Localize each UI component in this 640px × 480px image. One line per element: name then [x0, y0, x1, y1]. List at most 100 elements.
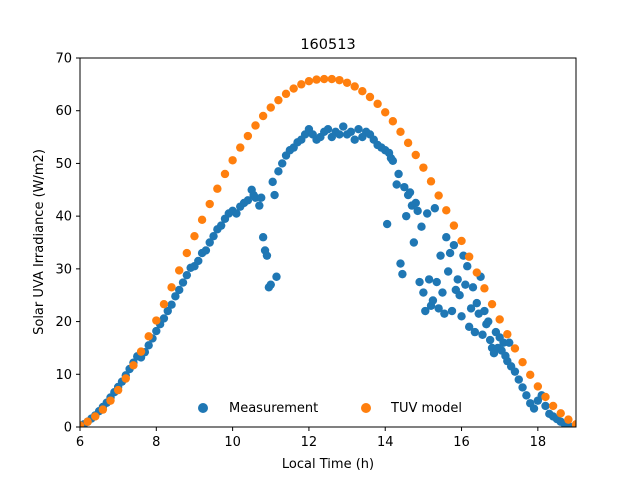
data-point: [449, 221, 459, 230]
data-point: [388, 117, 398, 126]
data-point: [396, 127, 405, 136]
data-point: [136, 347, 146, 356]
data-point: [323, 124, 333, 134]
data-point: [417, 222, 426, 231]
y-axis: 0 10 20 30 40 50 60 70: [55, 52, 80, 436]
data-point: [470, 327, 480, 337]
data-point: [571, 420, 576, 427]
data-point: [159, 314, 169, 323]
data-point: [503, 330, 512, 339]
data-point: [457, 312, 466, 321]
data-point: [405, 188, 415, 197]
data-point: [178, 278, 188, 287]
data-point: [426, 177, 436, 186]
data-point: [243, 131, 253, 141]
data-point: [171, 292, 180, 301]
x-tick-label: 16: [453, 435, 470, 450]
y-tick-label: 70: [55, 52, 72, 67]
data-point: [213, 184, 222, 193]
data-point: [436, 251, 445, 260]
y-tick-label: 30: [55, 262, 72, 277]
data-point: [447, 306, 457, 316]
x-tick-label: 6: [76, 435, 84, 450]
data-point: [258, 233, 268, 242]
data-point: [453, 275, 462, 284]
data-point: [262, 251, 272, 260]
data-point: [266, 280, 275, 289]
data-point: [434, 191, 443, 200]
data-point: [144, 341, 153, 350]
data-point: [152, 326, 161, 336]
data-point: [442, 206, 451, 215]
data-point: [463, 262, 472, 271]
data-point: [335, 130, 344, 139]
data-point: [464, 322, 474, 332]
data-point: [194, 256, 203, 266]
plot-area: [80, 74, 576, 427]
data-point: [304, 76, 314, 86]
data-point: [510, 344, 520, 353]
data-point: [394, 169, 403, 179]
y-tick-label: 40: [55, 210, 72, 225]
data-point: [201, 246, 211, 255]
y-tick-label: 20: [55, 315, 72, 330]
data-point: [289, 84, 298, 93]
data-point: [472, 298, 481, 308]
data-point: [434, 304, 443, 313]
series-tuv-model: [80, 74, 576, 427]
data-point: [80, 421, 85, 427]
data-point: [480, 284, 489, 293]
data-point: [415, 277, 424, 287]
data-point: [268, 177, 277, 187]
data-point: [424, 275, 434, 284]
x-tick-label: 8: [152, 435, 160, 450]
data-point: [510, 367, 520, 376]
x-tick-label: 12: [301, 435, 318, 450]
data-point: [419, 288, 428, 297]
data-point: [423, 209, 432, 218]
data-point: [144, 332, 153, 341]
data-point: [182, 270, 192, 280]
x-axis-label: Local Time (h): [282, 457, 374, 472]
data-point: [392, 180, 401, 189]
y-tick-label: 10: [55, 368, 72, 383]
data-point: [205, 238, 214, 247]
data-point: [409, 238, 419, 247]
data-point: [327, 74, 337, 84]
data-point: [396, 259, 405, 268]
data-point: [205, 199, 214, 209]
chart-title: 160513: [300, 37, 355, 53]
data-point: [468, 283, 478, 292]
data-point: [449, 240, 459, 250]
data-point: [381, 108, 390, 117]
data-point: [335, 75, 344, 85]
data-point: [443, 267, 453, 276]
axes-frame: [79, 57, 577, 428]
data-point: [464, 252, 474, 261]
data-point: [518, 357, 527, 367]
data-point: [432, 277, 441, 287]
data-point: [113, 385, 123, 395]
x-tick-label: 18: [530, 435, 547, 450]
x-axis: 6 8 10 12 14 16 18: [76, 427, 546, 450]
data-point: [152, 316, 161, 325]
data-point: [445, 248, 455, 258]
data-point: [485, 335, 495, 345]
data-point: [83, 417, 92, 426]
data-point: [272, 272, 281, 281]
data-point: [478, 330, 487, 339]
data-point: [461, 280, 470, 289]
data-point: [106, 396, 115, 405]
y-axis-label: Solar UVA Irradiance (W/m2): [32, 149, 47, 335]
legend-label-measurement: Measurement: [229, 401, 318, 416]
data-point: [228, 156, 237, 165]
data-point: [243, 196, 253, 205]
data-point: [419, 163, 428, 172]
data-point: [430, 204, 440, 213]
data-point: [480, 306, 489, 316]
data-point: [421, 306, 430, 316]
data-point: [297, 80, 306, 89]
data-point: [266, 103, 275, 112]
data-point: [466, 304, 476, 313]
data-point: [548, 401, 558, 411]
